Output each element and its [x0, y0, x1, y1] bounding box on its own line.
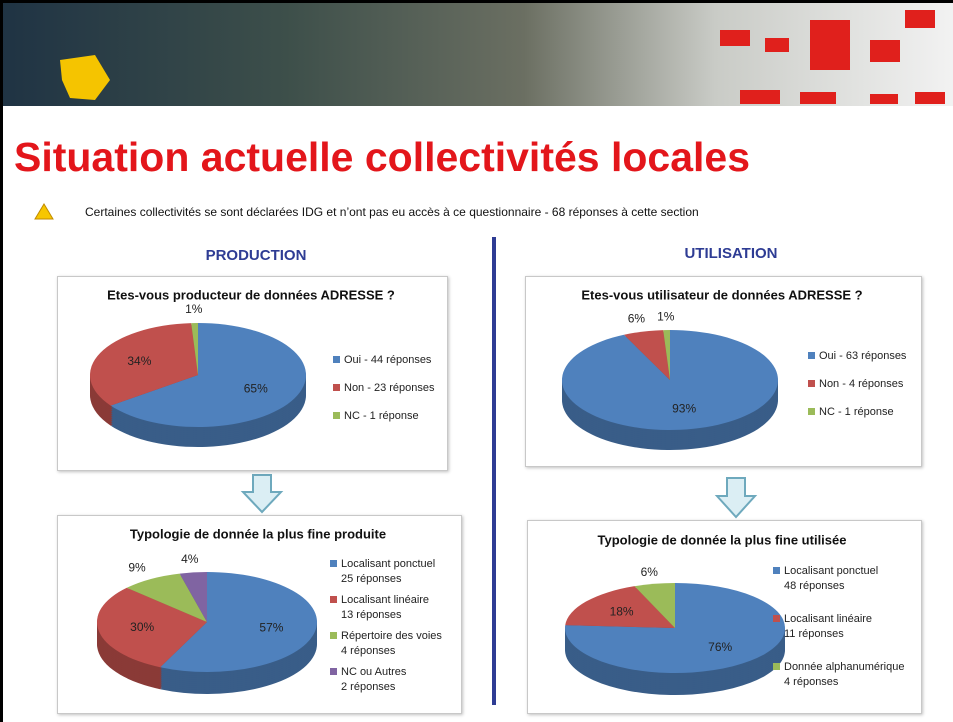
data-label: 34% [127, 354, 151, 368]
legend-label: NC - 1 réponse [344, 410, 419, 422]
legend-entry: Localisant linéaire 13 réponses [330, 593, 429, 623]
data-label: 93% [672, 401, 696, 415]
legend-swatch [773, 615, 780, 622]
data-label: 6% [628, 312, 646, 326]
legend-swatch [330, 596, 337, 603]
arrow [240, 474, 284, 514]
slide-title: Situation actuelle collectivités locales [14, 134, 750, 180]
pie-slice [565, 586, 675, 628]
pie-slice [126, 573, 207, 622]
left-border [0, 0, 3, 722]
data-label: 18% [610, 604, 634, 618]
note: Certaines collectivités se sont déclarée… [85, 205, 699, 219]
legend-entry: Non - 23 réponses [333, 381, 435, 396]
data-label: 6% [641, 565, 659, 579]
chart-title: Typologie de donnée la plus fine utilisé… [598, 532, 847, 547]
legend-swatch [330, 632, 337, 639]
data-label: 30% [130, 620, 154, 634]
legend-swatch [773, 567, 780, 574]
legend-label: Répertoire des voies 4 réponses [341, 630, 442, 657]
legend-swatch [333, 384, 340, 391]
legend-entry: Non - 4 réponses [808, 377, 903, 392]
top-border [0, 0, 953, 3]
legend-entry: Localisant linéaire 11 réponses [773, 612, 872, 642]
legend-swatch [808, 408, 815, 415]
legend-label: Oui - 44 réponses [344, 354, 432, 366]
pie-slice [179, 572, 207, 622]
legend-label: Localisant ponctuel 25 réponses [341, 558, 436, 585]
legend-label: Donnée alphanumérique 4 réponses [784, 661, 905, 688]
legend-entry: NC - 1 réponse [808, 405, 894, 420]
chart-title: Etes-vous utilisateur de données ADRESSE… [581, 287, 862, 302]
legend-swatch [808, 352, 815, 359]
pie-slice [624, 330, 670, 380]
pie-slice [110, 323, 307, 427]
legend-entry: NC - 1 réponse [333, 409, 419, 424]
arrow [714, 477, 758, 519]
section-title: PRODUCTION [206, 247, 307, 264]
legend-label: NC ou Autres 2 réponses [341, 666, 407, 693]
legend-entry: Localisant ponctuel 25 réponses [330, 557, 435, 587]
legend-swatch [773, 663, 780, 670]
legend-entry: Oui - 44 réponses [333, 353, 431, 368]
legend-swatch [808, 380, 815, 387]
legend-entry: Donnée alphanumérique 4 réponses [773, 660, 904, 690]
legend-entry: NC ou Autres 2 réponses [330, 665, 406, 695]
data-label: 1% [657, 310, 675, 324]
divider [492, 237, 496, 705]
legend-entry: Répertoire des voies 4 réponses [330, 629, 442, 659]
legend-entry: Localisant ponctuel 48 réponses [773, 564, 878, 594]
header-buildings [720, 10, 945, 104]
legend-label: Non - 23 réponses [344, 382, 435, 394]
legend-label: NC - 1 réponse [819, 406, 894, 418]
data-label: 65% [244, 381, 268, 395]
legend-entry: Oui - 63 réponses [808, 349, 906, 364]
legend-label: Oui - 63 réponses [819, 350, 907, 362]
warning-icon [34, 203, 54, 220]
pie-slice [191, 323, 198, 375]
pie-slice [663, 330, 670, 380]
france-shape [60, 55, 110, 100]
chart-title: Typologie de donnée la plus fine produit… [130, 526, 386, 541]
legend-label: Localisant ponctuel 48 réponses [784, 565, 879, 592]
data-label: 57% [259, 621, 283, 635]
data-label: 9% [128, 560, 146, 574]
legend-label: Localisant linéaire 13 réponses [341, 594, 430, 621]
header-image [0, 0, 953, 106]
pie-slice [634, 583, 675, 628]
section-title: UTILISATION [684, 245, 777, 262]
legend-label: Localisant linéaire 11 réponses [784, 613, 873, 640]
legend-label: Non - 4 réponses [819, 378, 904, 390]
legend-swatch [333, 412, 340, 419]
legend-swatch [333, 356, 340, 363]
data-label: 76% [708, 640, 732, 654]
legend-swatch [330, 668, 337, 675]
pie-slice [90, 323, 198, 406]
legend-swatch [330, 560, 337, 567]
pie-slice [96, 587, 207, 668]
data-label: 1% [185, 302, 203, 316]
pie-slice [160, 572, 317, 672]
data-label: 4% [181, 552, 199, 566]
chart-title: Etes-vous producteur de données ADRESSE … [107, 287, 395, 302]
